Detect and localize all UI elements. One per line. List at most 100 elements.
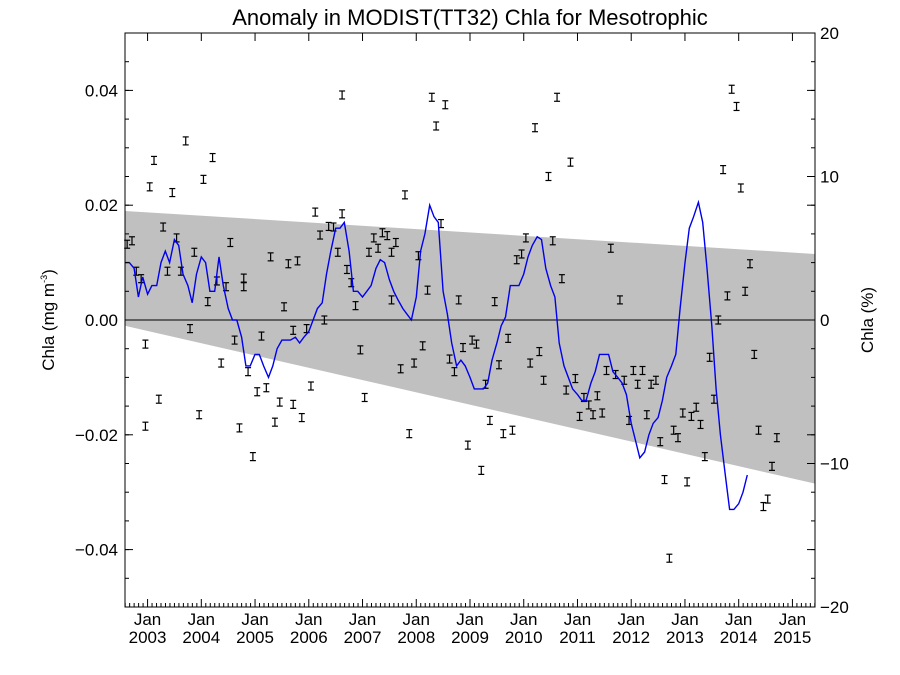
anomaly-point: [679, 408, 686, 418]
anomaly-point: [607, 243, 614, 253]
anomaly-point: [169, 187, 176, 198]
anomaly-point: [505, 333, 512, 343]
anomaly-point: [357, 345, 364, 355]
x-tick-year-label: 2005: [236, 628, 274, 647]
anomaly-point: [657, 437, 664, 447]
anomaly-point: [486, 415, 493, 426]
anomaly-point: [384, 231, 391, 241]
anomaly-point: [285, 259, 292, 269]
x-tick-year-label: 2003: [129, 628, 167, 647]
uncertainty-envelope: [125, 210, 815, 484]
anomaly-point: [554, 92, 561, 102]
x-tick-year-label: 2004: [182, 628, 220, 647]
anomaly-point: [142, 421, 149, 431]
anomaly-point: [254, 387, 261, 397]
x-tick-month-label: Jan: [456, 610, 483, 629]
anomaly-point: [630, 365, 637, 376]
x-tick-month-label: Jan: [188, 610, 215, 629]
anomaly-point: [697, 419, 704, 430]
anomaly-point: [616, 295, 623, 305]
anomaly-point: [146, 182, 153, 192]
anomaly-point: [701, 452, 708, 462]
right-tick-label: 0: [820, 311, 829, 330]
anomaly-point: [182, 136, 189, 146]
anomaly-point: [245, 367, 252, 377]
anomaly-point: [733, 101, 740, 112]
anomaly-point: [209, 152, 216, 163]
anomaly-point: [236, 423, 243, 433]
anomaly-point: [442, 100, 449, 110]
anomaly-point: [263, 383, 270, 393]
anomaly-point: [397, 364, 404, 374]
anomaly-point: [164, 266, 171, 276]
anomaly-point: [643, 410, 650, 420]
anomaly-point: [218, 358, 225, 368]
x-tick-month-label: Jan: [241, 610, 268, 629]
left-axis-ticks: 0.04 0.02 0.00 −0.02 −0.04: [75, 32, 815, 608]
anomaly-point: [746, 259, 753, 269]
anomaly-point: [567, 157, 574, 167]
anomaly-point: [693, 402, 700, 412]
x-tick-month-label: Jan: [779, 610, 806, 629]
smoothed-anomaly-line: [125, 199, 748, 511]
anomaly-point: [684, 477, 691, 487]
anomaly-point: [540, 375, 547, 385]
anomaly-point: [406, 429, 413, 439]
anomaly-point: [710, 394, 717, 404]
anomaly-point: [196, 410, 203, 420]
anomaly-point: [661, 474, 668, 485]
x-tick-month-label: Jan: [671, 610, 698, 629]
anomaly-point: [634, 379, 641, 389]
anomaly-point: [545, 171, 552, 182]
right-tick-label: 20: [820, 24, 839, 43]
anomaly-point: [724, 291, 731, 301]
anomaly-point: [585, 400, 592, 410]
x-tick-month-label: Jan: [618, 610, 645, 629]
anomaly-point: [294, 256, 301, 266]
anomaly-point: [240, 282, 247, 292]
anomaly-point: [307, 381, 314, 391]
anomaly-point: [478, 465, 485, 475]
anomaly-point: [674, 433, 681, 443]
x-tick-month-label: Jan: [725, 610, 752, 629]
anomaly-point: [231, 335, 238, 345]
anomaly-point: [639, 365, 646, 376]
anomaly-point: [240, 273, 247, 283]
x-tick-year-label: 2009: [451, 628, 489, 647]
anomaly-point: [455, 295, 462, 305]
anomaly-point: [321, 315, 328, 325]
anomaly-point: [361, 392, 368, 403]
anomaly-point: [500, 429, 507, 439]
anomaly-point: [706, 352, 713, 362]
anomaly-point: [594, 391, 601, 401]
anomaly-point: [603, 365, 610, 376]
anomaly-point: [187, 324, 194, 334]
anomaly-point: [271, 417, 278, 427]
anomaly-point: [312, 207, 319, 217]
anomaly-point: [549, 236, 556, 246]
anomaly-point: [411, 358, 418, 368]
anomaly-point: [473, 339, 480, 349]
anomaly-point: [513, 255, 520, 265]
anomaly-point: [249, 452, 256, 462]
anomaly-point: [769, 461, 776, 471]
anomaly-point: [160, 222, 167, 232]
x-tick-year-label: 2015: [774, 628, 812, 647]
x-tick-month-label: Jan: [134, 610, 161, 629]
anomaly-point: [460, 342, 467, 353]
anomaly-point: [522, 233, 529, 243]
anomaly-point: [536, 346, 543, 357]
x-tick-month-label: Jan: [564, 610, 591, 629]
anomaly-point: [401, 190, 408, 200]
x-tick-year-label: 2012: [612, 628, 650, 647]
left-tick-label: 0.02: [85, 196, 118, 215]
anomaly-point: [290, 325, 297, 335]
anomaly-point: [737, 183, 744, 193]
anomaly-point: [388, 295, 395, 305]
anomaly-point: [576, 411, 583, 422]
anomaly-point: [755, 425, 762, 435]
anomaly-point: [751, 349, 758, 360]
anomaly-point: [227, 237, 234, 248]
anomaly-point: [375, 243, 382, 253]
